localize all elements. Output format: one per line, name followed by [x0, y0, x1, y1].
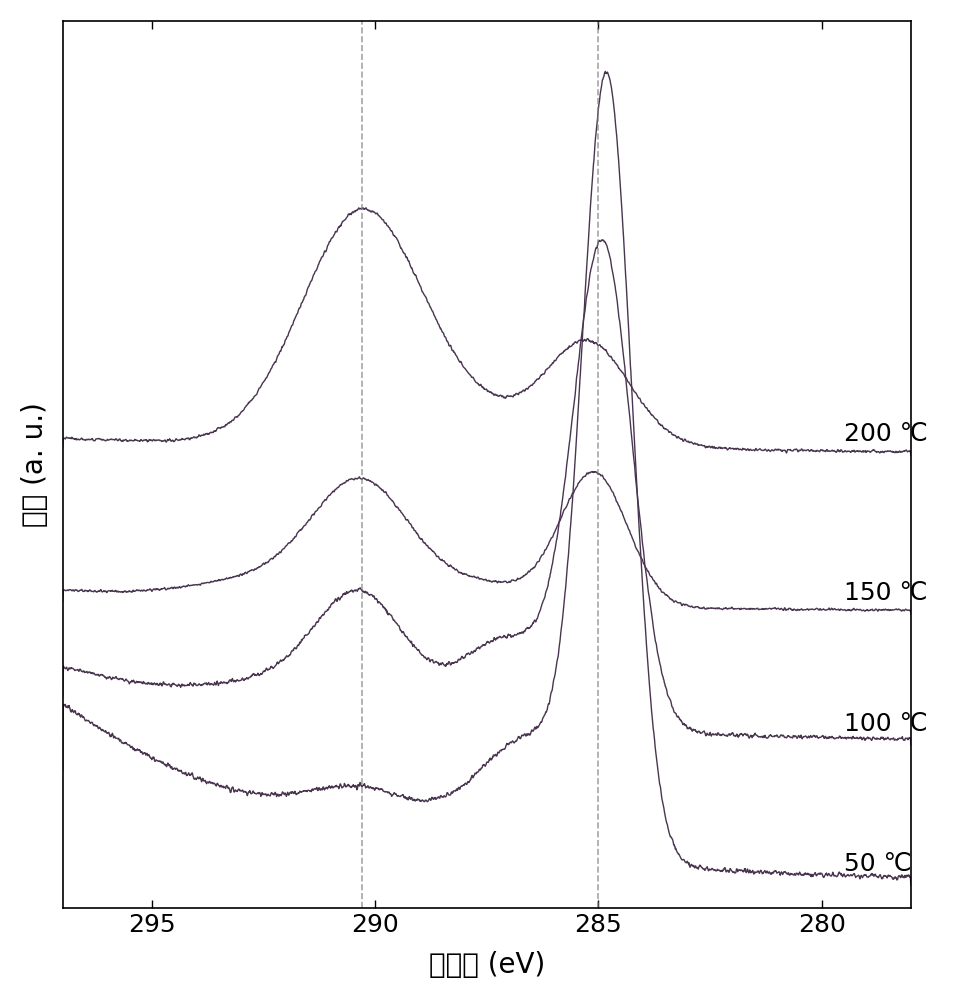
Y-axis label: 强度 (a. u.): 强度 (a. u.)	[21, 402, 49, 527]
Text: 100 ℃: 100 ℃	[844, 712, 927, 736]
Text: 200 ℃: 200 ℃	[844, 422, 927, 446]
X-axis label: 结合能 (eV): 结合能 (eV)	[429, 951, 545, 979]
Text: 150 ℃: 150 ℃	[844, 581, 927, 605]
Text: 50 ℃: 50 ℃	[844, 852, 912, 876]
